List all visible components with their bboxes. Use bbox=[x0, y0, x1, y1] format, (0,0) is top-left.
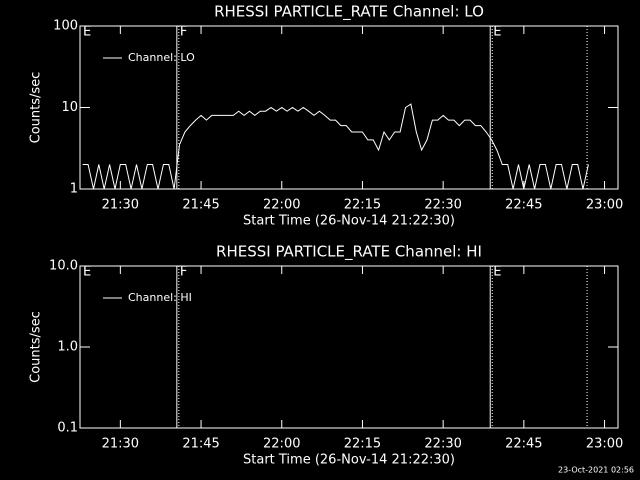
y-tick-label: 100 bbox=[53, 19, 78, 34]
y-tick-label: 0.1 bbox=[57, 421, 78, 436]
x-tick-label: 22:15 bbox=[344, 198, 381, 213]
x-tick-label: 21:45 bbox=[182, 198, 219, 213]
x-tick-label: 22:00 bbox=[263, 437, 300, 452]
y-tick-label: 10.0 bbox=[49, 259, 78, 274]
legend-label: Channel: HI bbox=[128, 291, 192, 304]
x-tick-label: 22:30 bbox=[424, 437, 461, 452]
y-tick-label: 1 bbox=[70, 182, 78, 197]
y-axis-label: Counts/sec bbox=[29, 311, 44, 383]
chart-title: RHESSI PARTICLE_RATE Channel: LO bbox=[214, 3, 484, 22]
x-tick-label: 22:00 bbox=[263, 198, 300, 213]
marker-label: F bbox=[180, 25, 187, 40]
data-line bbox=[82, 103, 589, 190]
y-tick-label: 10 bbox=[61, 100, 78, 115]
x-tick-label: 23:00 bbox=[586, 437, 623, 452]
x-tick-label: 23:00 bbox=[586, 198, 623, 213]
x-tick-label: 21:45 bbox=[182, 437, 219, 452]
marker-label: F bbox=[180, 265, 187, 280]
x-tick-label: 22:30 bbox=[424, 198, 461, 213]
x-tick-label: 21:30 bbox=[102, 437, 139, 452]
y-axis-label: Counts/sec bbox=[29, 72, 44, 144]
x-tick-label: 22:45 bbox=[505, 198, 542, 213]
marker-label: E bbox=[493, 25, 501, 40]
legend-label: Channel: LO bbox=[128, 51, 195, 64]
y-tick-label: 1.0 bbox=[57, 340, 78, 355]
x-tick-label: 21:30 bbox=[102, 198, 139, 213]
x-tick-label: 22:45 bbox=[505, 437, 542, 452]
marker-label: E bbox=[83, 25, 91, 40]
x-axis-label: Start Time (26-Nov-14 21:22:30) bbox=[243, 214, 455, 229]
marker-label: E bbox=[493, 265, 501, 280]
x-tick-label: 22:15 bbox=[344, 437, 381, 452]
marker-label: E bbox=[83, 265, 91, 280]
footer: 23-Oct-2021 02:56 bbox=[558, 466, 634, 475]
chart-title: RHESSI PARTICLE_RATE Channel: HI bbox=[216, 243, 482, 262]
x-axis-label: Start Time (26-Nov-14 21:22:30) bbox=[243, 453, 455, 468]
